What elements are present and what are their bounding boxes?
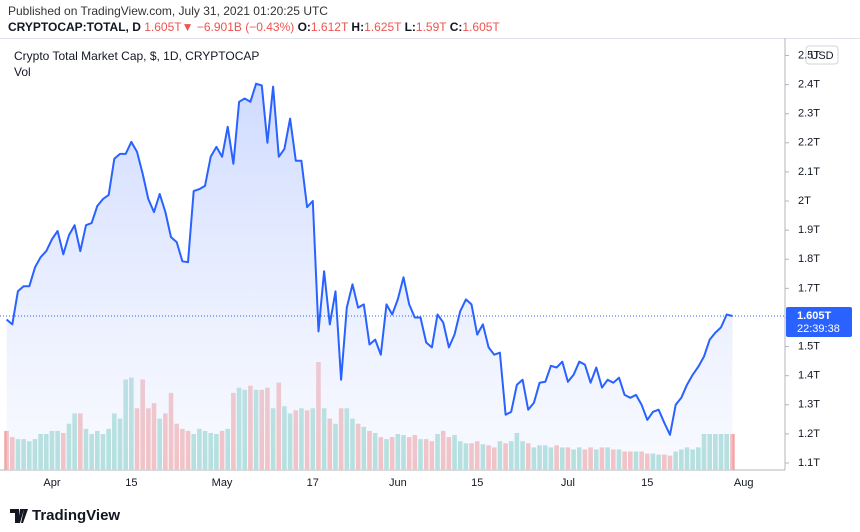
ohlc-value: 1.625T xyxy=(364,20,402,34)
y-tick-label: 1.1T xyxy=(798,457,820,469)
y-tick-label: 1.5T xyxy=(798,340,820,352)
ohlc-value: 1.605T xyxy=(462,20,500,34)
y-tick-label: 1.8T xyxy=(798,253,820,265)
price-line xyxy=(5,82,733,436)
currency-box[interactable] xyxy=(805,45,839,65)
x-tick-label: May xyxy=(212,477,233,489)
ohlc-label: L: xyxy=(404,20,416,34)
y-tick-label: 1.7T xyxy=(798,282,820,294)
y-tick-label: 1.2T xyxy=(798,428,820,440)
arrow: ▼ xyxy=(181,20,194,34)
change: −6.901B (−0.43%) xyxy=(196,20,295,34)
symbol: CRYPTOCAP:TOTAL, D xyxy=(8,20,141,34)
symbol-line: CRYPTOCAP:TOTAL, D 1.605T▼ −6.901B (−0.4… xyxy=(8,20,500,34)
x-tick-label: Aug xyxy=(734,477,754,489)
ohlc-value: 1.59T xyxy=(415,20,447,34)
ohlc-label: C: xyxy=(449,20,463,34)
x-tick-label: Jun xyxy=(389,477,407,489)
brand-logo xyxy=(10,509,28,523)
brand-name: TradingView xyxy=(32,507,120,524)
last-price-box xyxy=(786,307,852,338)
vol-label: Vol xyxy=(14,65,31,79)
x-tick-label: Jul xyxy=(561,477,575,489)
last-price-label: 1.605T xyxy=(797,310,832,322)
y-tick-label: 2.3T xyxy=(798,108,820,120)
chart-title: Crypto Total Market Cap, $, 1D, CRYPTOCA… xyxy=(14,49,259,63)
top-border xyxy=(0,38,860,39)
ohlc-label: O: xyxy=(297,20,311,34)
x-tick-label: Apr xyxy=(43,477,60,489)
x-tick-label: 15 xyxy=(471,477,483,489)
brand: TradingView xyxy=(10,507,120,524)
y-tick-label: 2.4T xyxy=(798,78,820,90)
y-tick-label: 1.4T xyxy=(798,370,820,382)
currency[interactable]: USD xyxy=(810,50,833,62)
x-tick-label: 17 xyxy=(307,477,319,489)
x-tick-label: 15 xyxy=(125,477,137,489)
y-tick-label: 2.1T xyxy=(798,166,820,178)
countdown: 22:39:38 xyxy=(797,323,840,335)
y-tick-label: 2T xyxy=(798,195,811,207)
ohlc-label: H: xyxy=(351,20,365,34)
y-tick-label: 1.3T xyxy=(798,399,820,411)
area xyxy=(6,83,733,470)
price: 1.605T xyxy=(144,20,182,34)
y-tick-label: 1.9T xyxy=(798,224,820,236)
ohlc: O:1.612T H:1.625T L:1.59T C:1.605T xyxy=(298,20,500,34)
published-note: Published on TradingView.com, July 31, 2… xyxy=(8,4,328,18)
y-tick-label: 2.5T xyxy=(798,49,820,61)
x-tick-label: 15 xyxy=(641,477,653,489)
y-tick-label: 2.2T xyxy=(798,137,820,149)
ohlc-value: 1.612T xyxy=(310,20,349,34)
plot-area xyxy=(0,82,785,470)
